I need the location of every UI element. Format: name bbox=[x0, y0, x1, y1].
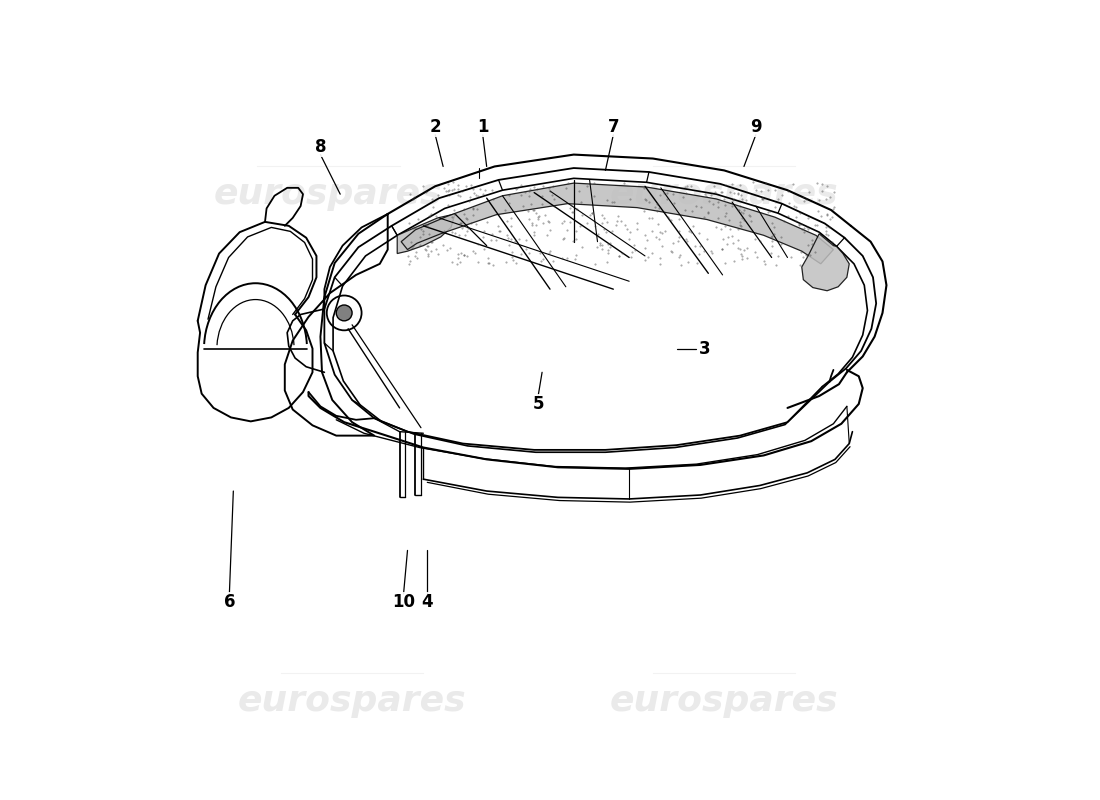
Text: eurospares: eurospares bbox=[238, 684, 466, 718]
Text: 3: 3 bbox=[698, 339, 711, 358]
Text: 10: 10 bbox=[392, 593, 415, 611]
Polygon shape bbox=[397, 214, 455, 254]
Text: eurospares: eurospares bbox=[214, 177, 442, 211]
Text: 7: 7 bbox=[607, 118, 619, 136]
Text: eurospares: eurospares bbox=[609, 684, 838, 718]
Polygon shape bbox=[402, 183, 834, 264]
Text: 5: 5 bbox=[532, 395, 543, 413]
Text: 2: 2 bbox=[429, 118, 441, 136]
Text: 8: 8 bbox=[315, 138, 327, 156]
Text: 6: 6 bbox=[223, 593, 235, 611]
Text: 1: 1 bbox=[477, 118, 488, 136]
Circle shape bbox=[337, 305, 352, 321]
Polygon shape bbox=[802, 234, 849, 290]
Text: 4: 4 bbox=[421, 593, 433, 611]
Text: 9: 9 bbox=[750, 118, 761, 136]
Text: eurospares: eurospares bbox=[609, 177, 838, 211]
